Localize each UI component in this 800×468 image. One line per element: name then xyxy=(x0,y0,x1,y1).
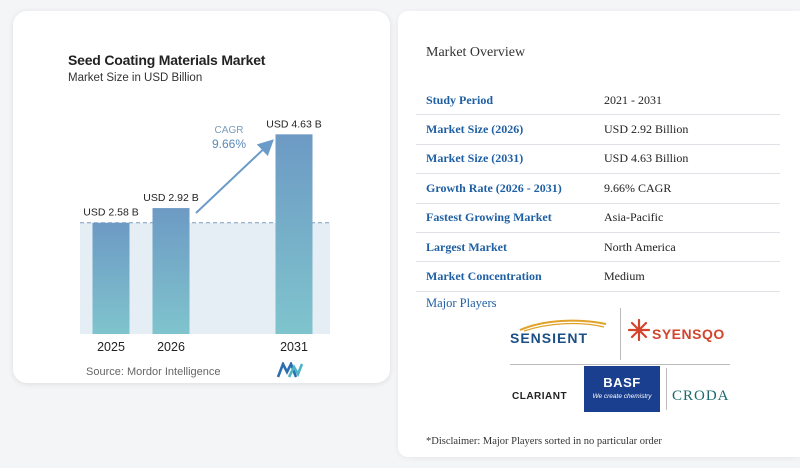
basf-wordmark: BASF xyxy=(603,375,641,390)
data-label: USD 2.58 B xyxy=(83,207,138,219)
x-tick-label: 2025 xyxy=(97,340,125,354)
mordor-logo-icon xyxy=(277,362,303,378)
row-label: Largest Market xyxy=(416,232,596,263)
row-label: Market Size (2026) xyxy=(416,114,596,145)
row-value: North America xyxy=(596,232,780,263)
x-tick-label: 2031 xyxy=(280,340,308,354)
croda-logo: CRODA xyxy=(672,388,730,404)
x-tick-label: 2026 xyxy=(157,340,185,354)
row-label: Fastest Growing Market xyxy=(416,203,596,233)
row-value: 2021 - 2031 xyxy=(596,86,780,116)
row-value: Medium xyxy=(596,261,780,292)
cagr-value: 9.66% xyxy=(212,137,246,151)
cagr-label: CAGR xyxy=(215,125,244,136)
clariant-logo: CLARIANT xyxy=(512,391,568,402)
bar xyxy=(92,222,130,334)
syensqo-logo: SYENSQO xyxy=(652,326,725,342)
bar xyxy=(275,134,313,334)
table-row: Largest Market North America xyxy=(416,232,780,263)
chart-title: Seed Coating Materials Market xyxy=(68,52,266,68)
row-label: Market Size (2031) xyxy=(416,144,596,175)
bar xyxy=(152,208,190,334)
row-value: Asia-Pacific xyxy=(596,203,780,233)
table-row: Fastest Growing Market Asia-Pacific xyxy=(416,203,780,233)
table-row: Market Size (2031) USD 4.63 Billion xyxy=(416,144,780,175)
basf-logo: BASF We create chemistry xyxy=(584,366,660,412)
chart-subtitle: Market Size in USD Billion xyxy=(68,72,203,84)
table-row: Growth Rate (2026 - 2031) 9.66% CAGR xyxy=(416,173,780,204)
sensient-logo: SENSIENT xyxy=(510,330,589,346)
row-value: USD 2.92 Billion xyxy=(596,114,780,145)
table-row: Market Concentration Medium xyxy=(416,261,780,292)
data-label: USD 4.63 B xyxy=(266,118,321,130)
syensqo-mark-icon xyxy=(628,319,650,341)
major-players-title: Major Players xyxy=(426,296,497,310)
overview-title: Market Overview xyxy=(426,45,526,60)
row-label: Market Concentration xyxy=(416,261,596,292)
row-value: 9.66% CAGR xyxy=(596,173,780,204)
overview-table: Study Period 2021 - 2031 Market Size (20… xyxy=(416,86,780,292)
table-row: Market Size (2026) USD 2.92 Billion xyxy=(416,114,780,145)
player-logos: SENSIENT SYENSQO CLARIANT BASF We create… xyxy=(500,306,740,416)
logo-divider xyxy=(666,368,667,410)
cagr-arrow xyxy=(195,139,274,214)
row-label: Growth Rate (2026 - 2031) xyxy=(416,173,596,204)
basf-tagline: We create chemistry xyxy=(592,393,652,400)
data-label: USD 2.92 B xyxy=(143,192,198,204)
disclaimer: *Disclaimer: Major Players sorted in no … xyxy=(426,436,662,447)
table-row: Study Period 2021 - 2031 xyxy=(416,86,780,116)
logo-divider xyxy=(620,308,621,360)
row-value: USD 4.63 Billion xyxy=(596,144,780,175)
sensient-swoosh-icon xyxy=(519,319,607,332)
source-note: Source: Mordor Intelligence xyxy=(86,366,221,378)
row-label: Study Period xyxy=(416,86,596,116)
bar-chart: USD 2.58 B 2025 USD 2.92 B 2026 USD 4.63 B 20… xyxy=(80,118,330,354)
logo-divider xyxy=(510,364,730,365)
